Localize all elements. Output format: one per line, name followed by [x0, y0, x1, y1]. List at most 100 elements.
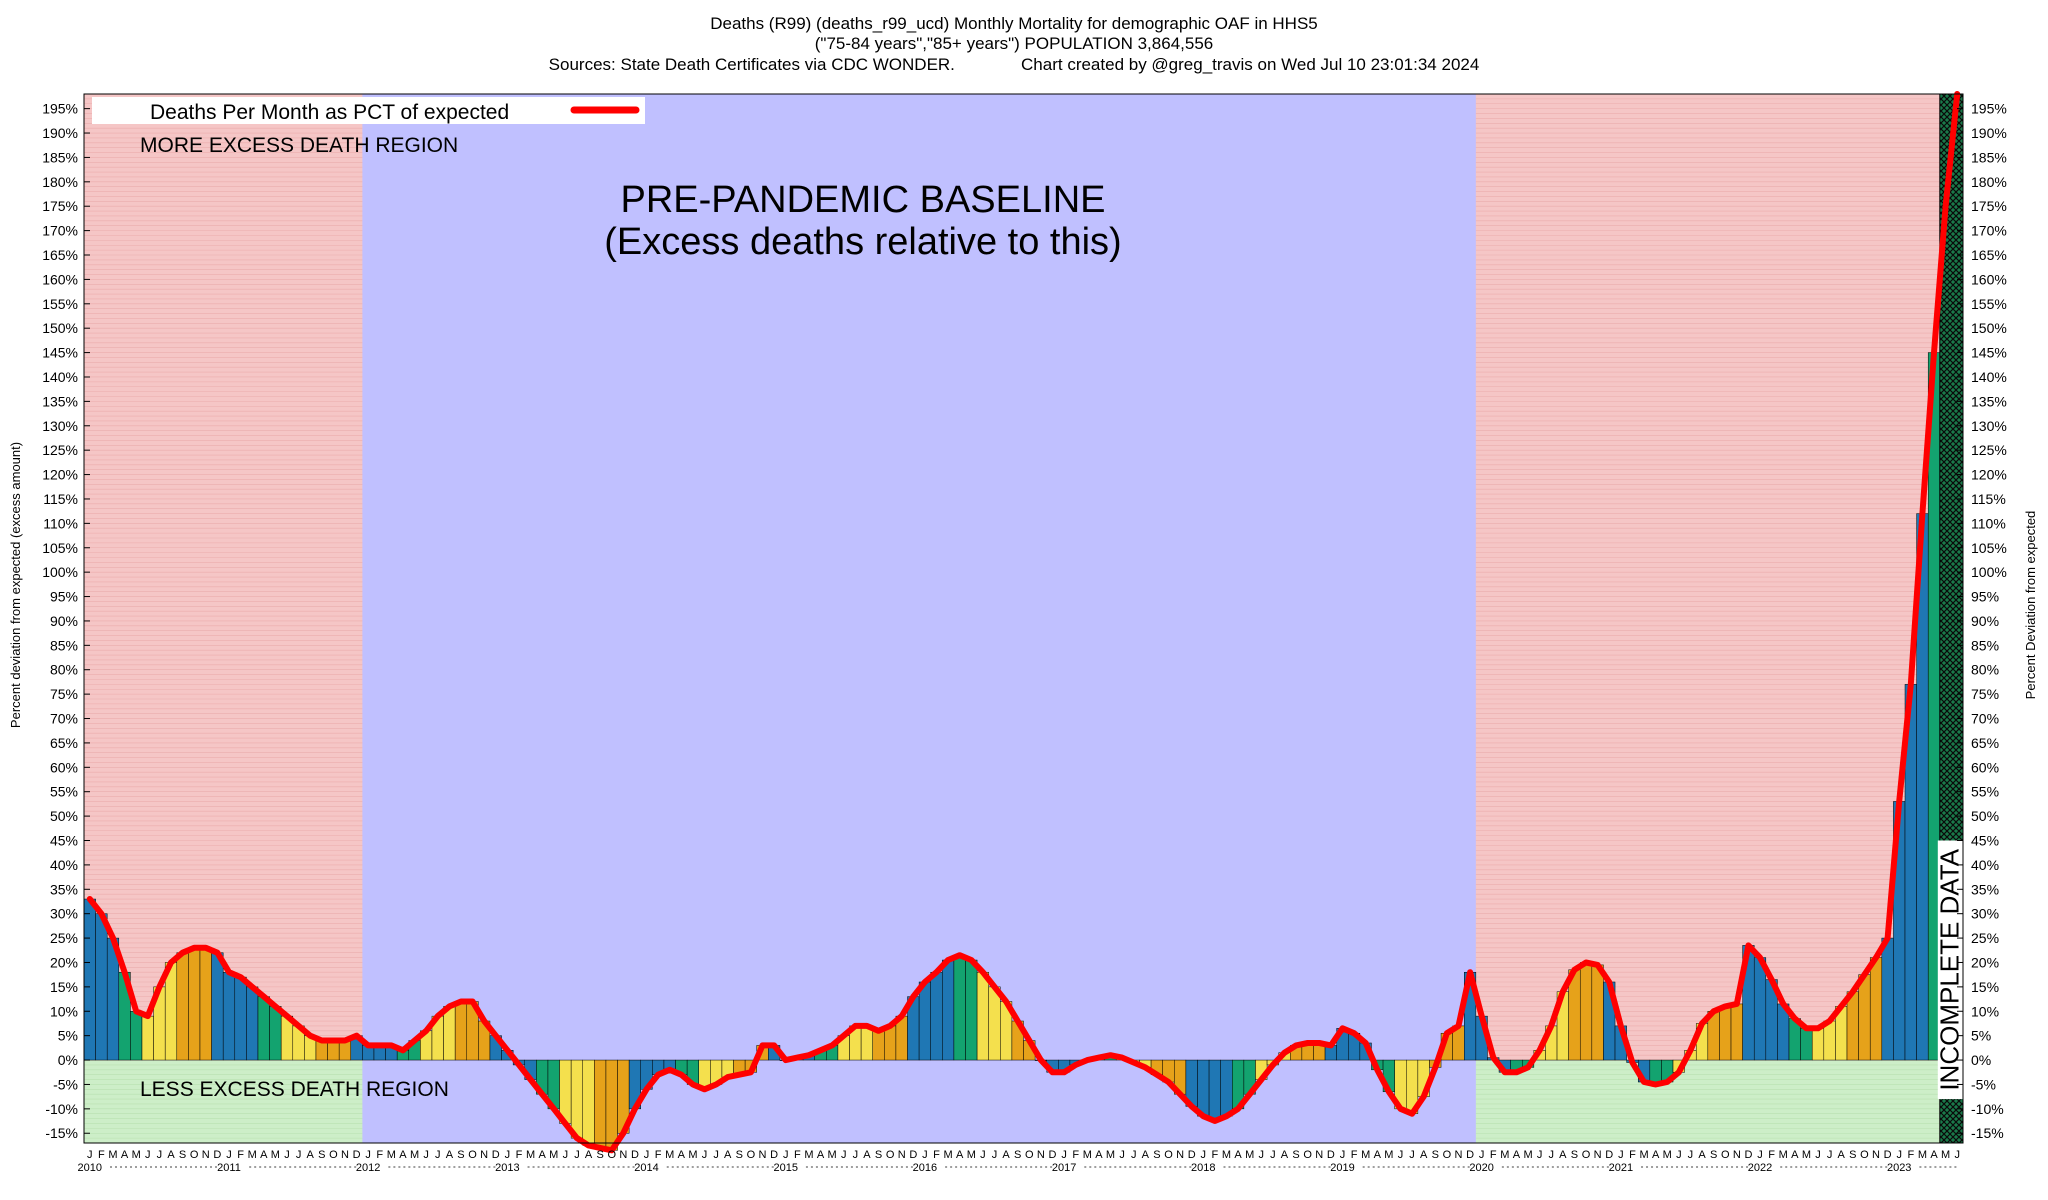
x-year-label: 2015 — [773, 1162, 797, 1174]
bar — [953, 954, 966, 1061]
y-tick-label: 135% — [42, 393, 78, 409]
x-year-label: 2021 — [1609, 1162, 1633, 1174]
x-month-label: A — [1002, 1149, 1010, 1161]
y-tick-label: 135% — [1971, 393, 2007, 409]
bar — [605, 1059, 618, 1151]
legend-label: Deaths Per Month as PCT of expected — [150, 101, 509, 124]
bar — [1719, 1006, 1732, 1061]
x-month-label: D — [1605, 1149, 1613, 1161]
x-month-label: F — [794, 1149, 801, 1161]
x-month-label: J — [980, 1149, 986, 1161]
bar — [199, 947, 212, 1061]
x-month-label: M — [1245, 1149, 1254, 1161]
y-tick-label: 190% — [1971, 125, 2007, 141]
x-year-label: 2013 — [495, 1162, 519, 1174]
x-month-label: J — [87, 1149, 93, 1161]
y-tick-label: 30% — [1971, 906, 1999, 922]
y-tick-label: 75% — [50, 686, 78, 702]
y-tick-label: 5% — [1971, 1028, 1991, 1044]
x-month-label: N — [1454, 1149, 1462, 1161]
x-month-label: A — [446, 1149, 454, 1161]
x-year-label: 2016 — [913, 1162, 937, 1174]
x-month-label: S — [318, 1149, 325, 1161]
x-month-label: F — [933, 1149, 940, 1161]
y-tick-label: 115% — [1971, 491, 2006, 507]
y-tick-label: 175% — [42, 198, 78, 214]
y-tick-label: 110% — [43, 515, 78, 531]
x-month-label: S — [1292, 1149, 1299, 1161]
x-month-label: J — [1676, 1149, 1682, 1161]
x-month-label: J — [563, 1149, 569, 1161]
x-month-label: M — [1779, 1149, 1788, 1161]
x-month-label: J — [1815, 1149, 1821, 1161]
x-month-label: A — [1930, 1149, 1938, 1161]
x-month-label: F — [1212, 1149, 1219, 1161]
y-tick-label: 45% — [50, 832, 78, 848]
x-year-label: 2019 — [1330, 1162, 1354, 1174]
x-month-label: A — [1234, 1149, 1242, 1161]
x-month-label: O — [1582, 1149, 1591, 1161]
x-month-label: O — [1303, 1149, 1312, 1161]
y-tick-label: 120% — [42, 467, 78, 483]
x-month-label: J — [644, 1149, 650, 1161]
bar — [1753, 957, 1767, 1061]
x-month-label: S — [1571, 1149, 1578, 1161]
x-month-label: S — [1849, 1149, 1856, 1161]
y-tick-label: 55% — [50, 784, 78, 800]
y-tick-label: 160% — [1971, 271, 2007, 287]
y-tick-label: 165% — [1971, 247, 2007, 263]
bar — [872, 1030, 885, 1061]
y-tick-label: 130% — [42, 418, 78, 434]
x-year-label: 2020 — [1469, 1162, 1493, 1174]
y-tick-label: 70% — [50, 711, 78, 727]
bar — [188, 947, 201, 1061]
y-tick-label: 160% — [42, 271, 78, 287]
bar — [141, 1015, 154, 1061]
x-month-label: A — [1559, 1149, 1567, 1161]
y-tick-label: 70% — [1971, 711, 1999, 727]
x-month-label: J — [1119, 1149, 1125, 1161]
x-month-label: D — [353, 1149, 361, 1161]
x-month-label: J — [1398, 1149, 1404, 1161]
x-month-label: S — [596, 1149, 603, 1161]
x-month-label: M — [665, 1149, 674, 1161]
x-month-label: J — [1409, 1149, 1415, 1161]
x-month-label: A — [1374, 1149, 1382, 1161]
x-month-label: A — [121, 1149, 129, 1161]
x-month-label: J — [1479, 1149, 1485, 1161]
x-month-label: N — [1594, 1149, 1602, 1161]
x-month-label: J — [1270, 1149, 1276, 1161]
y-tick-label: 85% — [1971, 637, 1999, 653]
x-month-label: A — [399, 1149, 407, 1161]
bar — [965, 959, 978, 1061]
x-month-label: O — [1025, 1149, 1034, 1161]
x-month-label: S — [736, 1149, 743, 1161]
bar — [1208, 1059, 1221, 1122]
x-month-label: J — [157, 1149, 163, 1161]
x-month-label: J — [1688, 1149, 1694, 1161]
x-month-label: A — [956, 1149, 964, 1161]
x-month-label: M — [1384, 1149, 1393, 1161]
y-tick-label: -10% — [45, 1101, 78, 1117]
y-tick-label: 105% — [1971, 540, 2007, 556]
x-month-label: N — [1176, 1149, 1184, 1161]
bar — [1591, 964, 1604, 1061]
y-tick-label: 80% — [50, 662, 78, 678]
bar — [1811, 1028, 1825, 1061]
x-month-label: F — [237, 1149, 244, 1161]
series-line — [86, 91, 1961, 1154]
x-month-label: J — [145, 1149, 151, 1161]
bar — [95, 913, 108, 1061]
x-year-label: 2010 — [78, 1162, 102, 1174]
x-month-label: M — [387, 1149, 396, 1161]
x-month-label: F — [1490, 1149, 1497, 1161]
x-month-label: A — [307, 1149, 315, 1161]
y-tick-label: 30% — [50, 906, 78, 922]
x-month-label: J — [1954, 1149, 1960, 1161]
x-month-label: D — [1327, 1149, 1335, 1161]
x-month-label: J — [853, 1149, 859, 1161]
y-tick-label: 115% — [43, 491, 78, 507]
x-month-label: F — [1072, 1149, 1079, 1161]
x-month-label: A — [260, 1149, 268, 1161]
y-axis-left: -15% -10% -5% 0% 5% 10% 15% 20% 25% 30% 35% 40% 45% 5… — [42, 101, 90, 1141]
